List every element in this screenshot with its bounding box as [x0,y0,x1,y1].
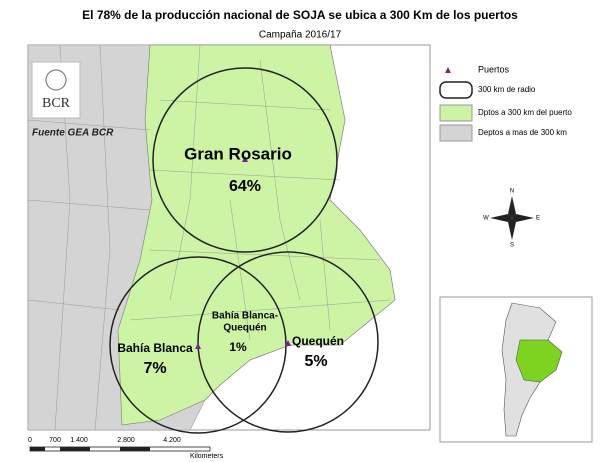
compass-label: N [510,189,514,195]
title: El 78% de la producción nacional de SOJA… [82,8,518,22]
inset-map [439,296,593,443]
logo-emblem [45,69,67,91]
overlap-share: 1% [229,340,247,354]
legend-label: Deptos a mas de 300 km [478,128,567,137]
scale-label: 2.800 [117,437,135,444]
overlap-name: Quequén [223,323,266,334]
legend-circle-symbol [439,81,473,99]
radius-circle [197,251,379,433]
source: Fuente GEA BCR [32,128,114,139]
legend-green-symbol [439,104,473,122]
scale-unit: Kilometers [190,453,224,460]
scale-label: 4.200 [163,437,181,444]
compass-label: W [483,216,489,222]
scale-label: 0 [28,437,32,444]
legend-label: 300 km de radio [478,85,536,94]
land-green [117,44,396,426]
legend-label: Dptos a 300 km del puerto [478,108,572,117]
legend: Puertos 300 km de radio Dptos a 300 km d… [439,64,572,142]
subtitle: Campaña 2016/17 [259,30,342,41]
compass: N S E W [483,189,540,249]
compass-label: S [510,243,514,249]
logo-text: BCR [42,96,71,111]
port-share: 5% [304,353,327,370]
compass-label: E [536,216,540,222]
port-share: 7% [143,360,166,377]
legend-gray-symbol [439,124,473,142]
radius-circle [152,67,338,253]
port-name: Gran Rosario [184,144,292,163]
legend-port-symbol [445,67,451,73]
port-name: Quequén [292,334,344,348]
legend-label: Puertos [478,64,510,74]
port-share: 64% [229,178,261,195]
port-name: Bahía Blanca [117,341,193,355]
port-marker [242,156,248,162]
port-marker [195,343,201,349]
port-marker [285,340,291,346]
scale-label: 1.400 [70,437,88,444]
overlap-name: Bahía Blanca- [212,311,278,322]
scale-bar: 0 700 1.400 2.800 4.200 Kilometers [28,437,224,460]
main-map: Gran Rosario 64% Bahía Blanca 7% Quequén… [27,44,431,434]
scale-label: 700 [49,437,61,444]
